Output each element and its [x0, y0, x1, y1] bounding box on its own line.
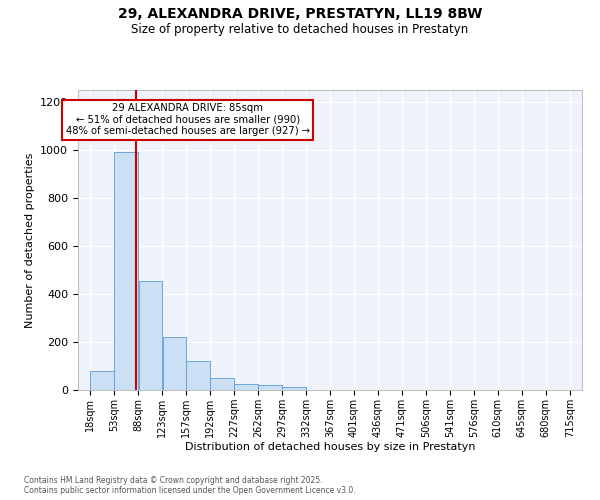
Bar — [115, 152, 138, 390]
Bar — [210, 378, 233, 390]
Y-axis label: Number of detached properties: Number of detached properties — [25, 152, 35, 328]
Text: Contains HM Land Registry data © Crown copyright and database right 2025.
Contai: Contains HM Land Registry data © Crown c… — [24, 476, 356, 495]
Text: 29, ALEXANDRA DRIVE, PRESTATYN, LL19 8BW: 29, ALEXANDRA DRIVE, PRESTATYN, LL19 8BW — [118, 8, 482, 22]
Bar — [283, 387, 306, 390]
Bar — [139, 281, 162, 390]
Text: Distribution of detached houses by size in Prestatyn: Distribution of detached houses by size … — [185, 442, 475, 452]
Bar — [91, 371, 114, 390]
Text: Size of property relative to detached houses in Prestatyn: Size of property relative to detached ho… — [131, 22, 469, 36]
Bar — [163, 337, 186, 390]
Bar — [234, 384, 258, 390]
Text: 29 ALEXANDRA DRIVE: 85sqm
← 51% of detached houses are smaller (990)
48% of semi: 29 ALEXANDRA DRIVE: 85sqm ← 51% of detac… — [66, 103, 310, 136]
Bar — [186, 361, 209, 390]
Bar — [259, 384, 282, 390]
